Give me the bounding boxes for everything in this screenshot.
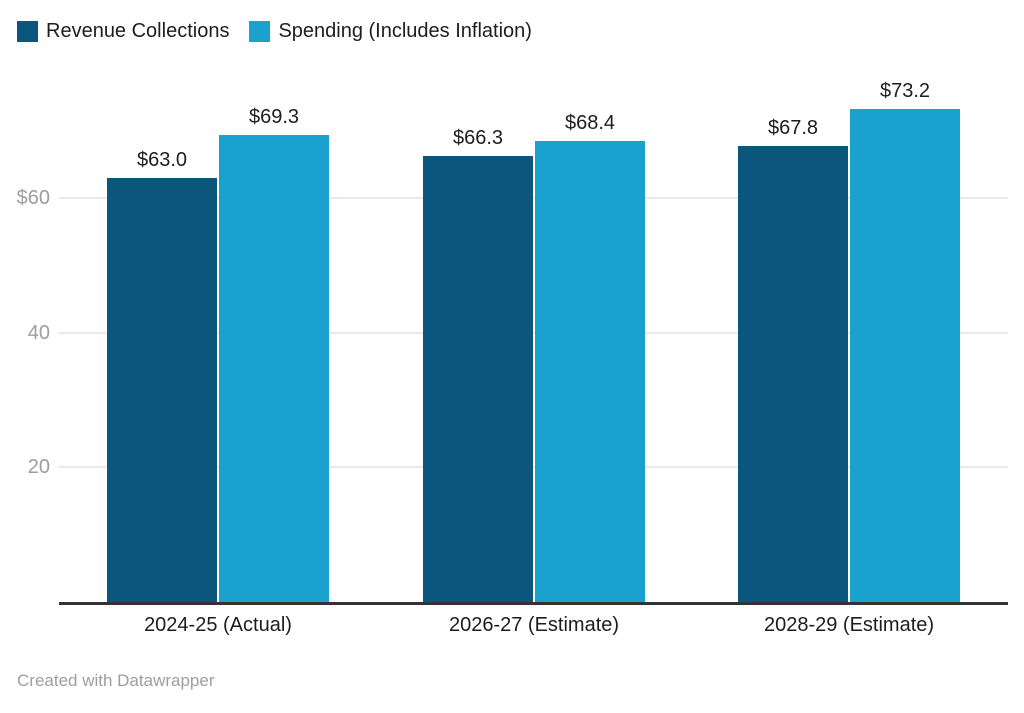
legend-label: Spending (Includes Inflation) (278, 20, 532, 42)
x-axis-line (59, 602, 1008, 605)
legend: Revenue Collections Spending (Includes I… (17, 20, 532, 43)
gridline (59, 197, 1008, 200)
x-axis-category-label: 2028-29 (Estimate) (763, 614, 935, 636)
bar-revenue-collections (423, 156, 533, 602)
bar-spending (219, 135, 329, 602)
bar-value-label: $68.4 (564, 112, 616, 134)
bar-value-label: $63.0 (136, 149, 188, 171)
legend-label: Revenue Collections (46, 20, 230, 42)
legend-item-spending: Spending (Includes Inflation) (249, 20, 532, 43)
bar-spending (850, 109, 960, 602)
bar-value-label: $66.3 (452, 127, 504, 149)
legend-swatch-spending (249, 21, 271, 42)
legend-item-revenue-collections: Revenue Collections (17, 20, 229, 43)
bar-value-label: $73.2 (879, 80, 931, 102)
x-axis-category-label: 2024-25 (Actual) (144, 614, 292, 636)
x-axis-category-label: 2026-27 (Estimate) (448, 614, 620, 636)
attribution-text: Created with Datawrapper (17, 671, 215, 690)
y-axis-tick-label: 20 (27, 456, 50, 479)
bar-value-label: $67.8 (767, 117, 819, 139)
bar-value-label: $69.3 (248, 106, 300, 128)
gridline (59, 466, 1008, 469)
bar-revenue-collections (738, 146, 848, 602)
gridline (59, 331, 1008, 334)
legend-swatch-revenue-collections (17, 21, 38, 42)
y-axis-tick-label: 40 (27, 321, 50, 344)
bar-spending (535, 141, 645, 602)
bar-revenue-collections (107, 178, 217, 602)
y-axis-tick-label: $60 (16, 187, 50, 210)
